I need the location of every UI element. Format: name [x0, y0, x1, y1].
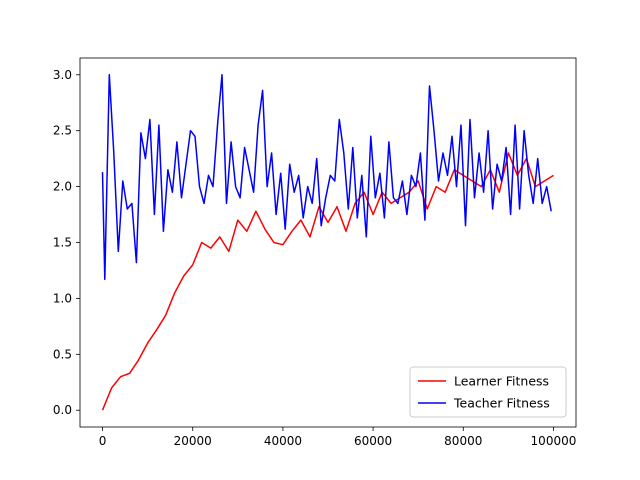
x-tick-label: 40000: [264, 434, 302, 448]
y-tick-label: 2.0: [53, 180, 72, 194]
legend-label: Teacher Fitness: [453, 396, 550, 411]
y-tick-label: 0.5: [53, 347, 72, 361]
y-axis: 0.0 0.5 1.0 1.5 2.0 2.5 3.0: [53, 68, 80, 417]
series-line-teacher-fitness: [101, 74, 552, 281]
legend: Learner Fitness Teacher Fitness: [409, 366, 567, 418]
y-tick-label: 3.0: [53, 68, 72, 82]
x-axis: 0 20000 40000 60000 80000 100000: [99, 427, 577, 448]
y-tick-label: 0.0: [53, 403, 72, 417]
legend-label: Learner Fitness: [454, 374, 549, 389]
y-tick-label: 1.0: [53, 291, 72, 305]
y-tick-label: 1.5: [53, 236, 72, 250]
y-tick-label: 2.5: [53, 124, 72, 138]
series-line-learner-fitness: [101, 152, 554, 411]
legend-box: [409, 366, 567, 418]
x-tick-label: 20000: [174, 434, 212, 448]
x-tick-label: 80000: [444, 434, 482, 448]
x-tick-label: 0: [99, 434, 107, 448]
x-tick-label: 100000: [531, 434, 577, 448]
x-tick-label: 60000: [354, 434, 392, 448]
series-layer: [101, 74, 554, 411]
